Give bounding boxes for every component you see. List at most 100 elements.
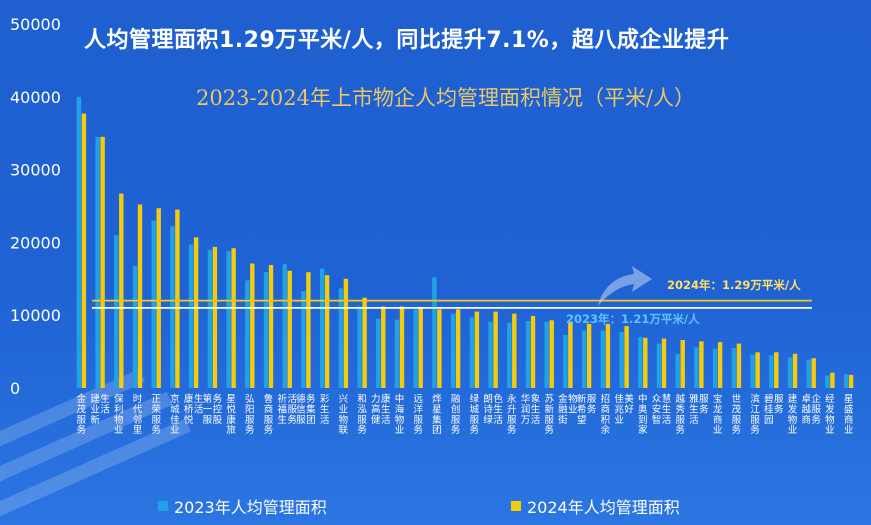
bar-2023-17 — [394, 319, 400, 388]
bar-2023-37 — [769, 355, 774, 388]
bar-2024-36 — [755, 352, 760, 388]
x-tick-label-31: 众安智慧生活 — [652, 393, 672, 426]
x-tick-label-5: 京城佳业 — [170, 393, 180, 436]
x-tick-label-4: 正荣服务 — [151, 394, 161, 436]
x-tick-label-1: 建业新生活 — [90, 393, 110, 426]
bar-2023-12 — [301, 291, 306, 388]
x-tick-label-15: 和泓服务 — [357, 394, 367, 436]
x-tick-label-30: 中奥到家 — [638, 393, 648, 436]
bar-2023-34 — [712, 348, 718, 388]
bar-2024-33 — [699, 341, 704, 388]
bar-2023-9 — [245, 280, 250, 388]
bar-2023-40 — [825, 375, 830, 388]
bar-2024-27 — [586, 323, 592, 388]
bar-2024-4 — [156, 208, 161, 388]
legend-swatch-2024 — [511, 501, 521, 511]
bar-2024-35 — [736, 343, 742, 388]
bar-2024-34 — [717, 342, 723, 388]
x-tick-label-23: 永升服务 — [507, 393, 517, 436]
bar-2023-2 — [114, 235, 119, 388]
y-tick-label-3: 30000 — [10, 161, 61, 180]
bar-2024-18 — [418, 308, 423, 388]
bar-2023-31 — [656, 343, 662, 388]
bar-2023-27 — [581, 330, 587, 388]
bar-2024-0 — [81, 113, 87, 388]
bar-2024-28 — [605, 323, 611, 388]
bar-2023-38 — [787, 357, 793, 388]
legend-item-2024: 2024年人均管理面积 — [511, 494, 680, 518]
bar-2023-11 — [282, 264, 287, 388]
x-tick-label-14: 兴业物联 — [339, 394, 349, 436]
bar-2024-31 — [661, 338, 667, 388]
bar-2024-29 — [624, 326, 629, 388]
y-tick-label-5: 50000 — [10, 15, 61, 34]
bar-2023-8 — [226, 251, 231, 388]
x-tick-label-3: 时代邻里 — [133, 393, 143, 436]
bar-2024-39 — [811, 358, 816, 388]
legend-label-2023: 2023年人均管理面积 — [174, 498, 327, 517]
bar-2024-11 — [287, 270, 292, 388]
bar-2023-19 — [432, 277, 437, 388]
x-tick-label-6: 康桥悦生活 — [184, 393, 204, 426]
legend-item-2023: 2023年人均管理面积 — [158, 494, 327, 518]
bar-2023-41 — [843, 374, 849, 388]
x-tick-label-20: 融创服务 — [451, 394, 461, 436]
bar-2024-6 — [193, 237, 199, 388]
bar-2024-20 — [455, 309, 461, 388]
bar-2024-2 — [119, 193, 124, 388]
y-tick-label-0: 0 — [10, 379, 20, 398]
bar-2024-30 — [643, 337, 648, 388]
bar-2023-25 — [544, 321, 549, 388]
x-tick-label-41: 星盛商业 — [844, 394, 854, 436]
x-tick-label-28: 招商积余 — [601, 393, 611, 436]
x-tick-label-40: 经发物业 — [825, 393, 835, 436]
x-tick-label-19: 烨星集团 — [432, 393, 442, 436]
bar-2023-29 — [619, 331, 624, 388]
bar-2024-19 — [437, 309, 442, 388]
bar-2023-0 — [76, 96, 82, 389]
bar-2024-13 — [324, 275, 330, 388]
bar-2024-7 — [212, 246, 218, 388]
reference-label-2023: 2023年：1.21万平米/人 — [566, 312, 700, 326]
bar-2023-21 — [469, 317, 475, 388]
x-tick-label-13: 彩生活 — [320, 394, 330, 426]
y-tick-label-4: 40000 — [10, 88, 61, 107]
bar-2023-4 — [151, 220, 156, 388]
bar-2023-23 — [507, 322, 512, 388]
bar-2023-6 — [188, 244, 194, 388]
bar-2023-18 — [413, 309, 418, 388]
bar-2024-25 — [549, 320, 554, 388]
bar-2024-23 — [512, 313, 517, 388]
bar-2024-10 — [268, 265, 274, 388]
x-tick-label-9: 弘阳服务 — [245, 394, 255, 436]
bar-2024-15 — [362, 297, 367, 388]
bar-2024-40 — [830, 372, 835, 388]
bar-2024-16 — [381, 306, 386, 388]
x-tick-label-35: 世茂服务 — [732, 393, 742, 436]
bar-2024-38 — [792, 353, 798, 388]
bar-2024-9 — [250, 263, 255, 388]
bar-2023-33 — [694, 347, 699, 388]
bar-2023-16 — [376, 318, 381, 388]
x-tick-label-39: 卓越商企服务 — [801, 393, 821, 426]
bar-2024-32 — [680, 340, 685, 388]
trend-arrow-icon — [598, 266, 652, 306]
x-tick-label-36: 滨江服务 — [750, 393, 760, 436]
bar-2023-15 — [357, 306, 362, 388]
x-tick-label-29: 佳兆业美好 — [614, 393, 634, 426]
bar-2023-28 — [600, 330, 606, 388]
x-tick-label-32: 越秀服务 — [675, 393, 685, 436]
legend-label-2024: 2024年人均管理面积 — [527, 498, 680, 517]
x-tick-label-10: 鲁商服务 — [264, 393, 274, 436]
bar-2024-12 — [306, 272, 311, 388]
bar-2023-22 — [488, 321, 493, 388]
bar-2023-36 — [750, 354, 755, 388]
bar-2024-17 — [399, 306, 405, 388]
x-tick-label-12: 德信服务集团 — [296, 393, 316, 426]
x-tick-label-37: 碧桂园服务 — [764, 393, 784, 426]
bar-2024-21 — [474, 311, 480, 388]
bar-2024-14 — [343, 278, 349, 388]
x-tick-label-0: 金茂服务 — [77, 393, 87, 436]
